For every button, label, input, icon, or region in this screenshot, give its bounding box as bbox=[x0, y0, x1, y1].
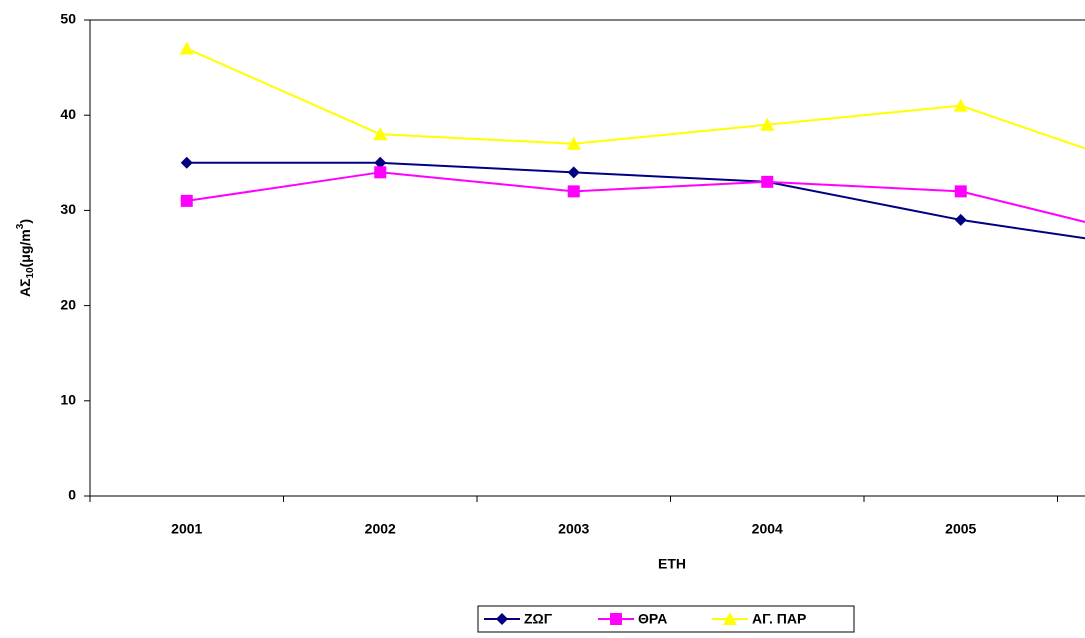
series-line bbox=[186, 171, 1085, 223]
data-point bbox=[954, 185, 967, 198]
data-point bbox=[567, 166, 580, 179]
legend-label: ΘΡΑ bbox=[638, 611, 667, 627]
x-axis-label: ΕΤΗ bbox=[658, 556, 686, 572]
data-point bbox=[954, 213, 967, 226]
x-tick-label: 2004 bbox=[752, 521, 783, 537]
data-point bbox=[373, 127, 388, 141]
legend-box bbox=[477, 605, 855, 633]
data-point bbox=[760, 117, 775, 131]
x-tick-label: 2005 bbox=[945, 521, 976, 537]
y-axis-label: ΑΣ10(μg/m3) bbox=[15, 219, 36, 297]
y-tick-label: 50 bbox=[60, 11, 76, 27]
data-point bbox=[374, 166, 387, 179]
data-point bbox=[180, 156, 193, 169]
y-tick-label: 30 bbox=[60, 201, 76, 217]
plot-frame bbox=[89, 19, 1085, 497]
legend-label: ΖΩΓ bbox=[524, 611, 553, 627]
y-tick-label: 40 bbox=[60, 106, 76, 122]
y-tick-label: 20 bbox=[60, 296, 76, 312]
y-tick-label: 10 bbox=[60, 392, 76, 408]
data-point bbox=[953, 98, 968, 112]
data-point bbox=[374, 156, 387, 169]
series-line bbox=[186, 161, 1085, 240]
data-point bbox=[179, 41, 194, 55]
data-point bbox=[180, 194, 193, 207]
data-point bbox=[566, 136, 581, 150]
series-line bbox=[186, 47, 1085, 150]
data-point bbox=[567, 185, 580, 198]
y-tick-label: 0 bbox=[68, 487, 76, 503]
legend-marker bbox=[723, 612, 737, 625]
x-tick-label: 2003 bbox=[558, 521, 589, 537]
legend-marker bbox=[496, 613, 508, 625]
legend-marker bbox=[610, 613, 622, 625]
x-tick-label: 2002 bbox=[365, 521, 396, 537]
legend-label: ΑΓ. ΠΑΡ bbox=[752, 611, 806, 627]
data-point bbox=[761, 175, 774, 188]
x-tick-label: 2001 bbox=[171, 521, 202, 537]
